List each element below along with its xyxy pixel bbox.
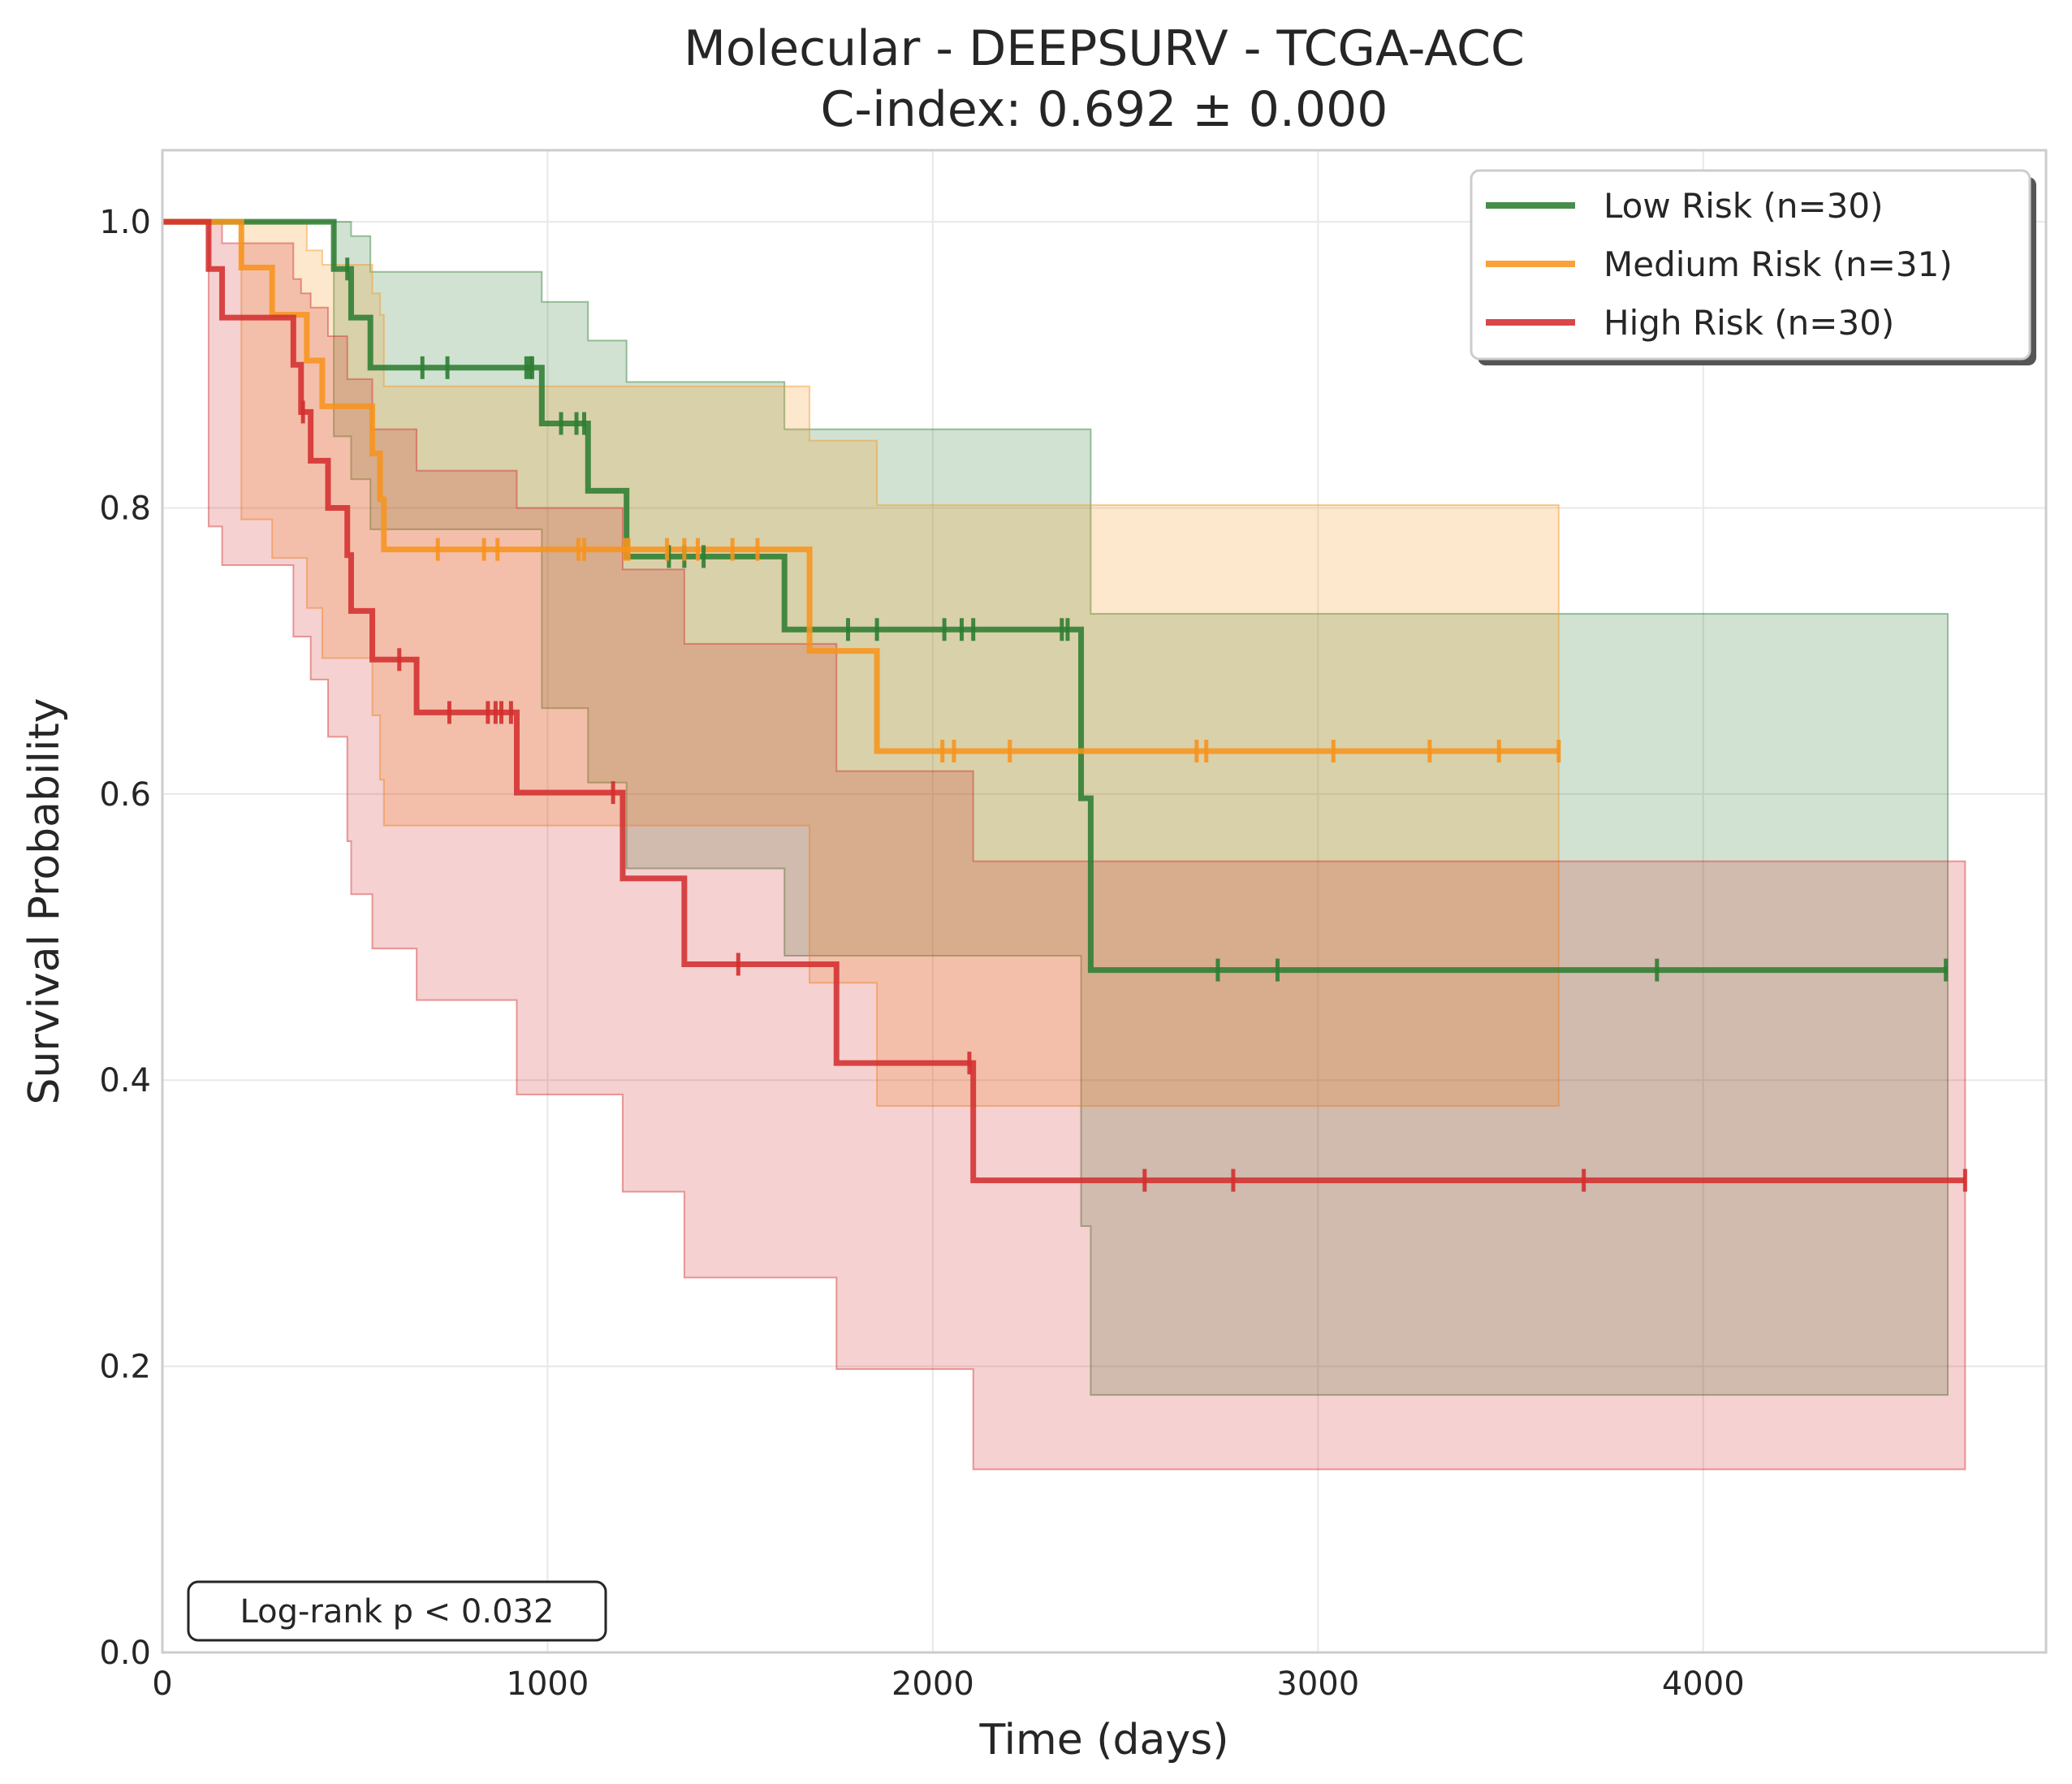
- legend-label-medium-risk: Medium Risk (n=31): [1604, 244, 1953, 284]
- y-tick-label: 1.0: [99, 204, 151, 241]
- y-axis-label: Survival Probability: [20, 698, 69, 1104]
- y-tick-label: 0.8: [99, 490, 151, 527]
- x-tick-label: 1000: [507, 1665, 589, 1703]
- x-axis-label: Time (days): [978, 1716, 1228, 1765]
- y-tick-label: 0.4: [99, 1062, 151, 1099]
- y-tick-label: 0.6: [99, 776, 151, 814]
- survival-curves: [162, 218, 1966, 1184]
- legend-label-low-risk: Low Risk (n=30): [1604, 186, 1884, 226]
- x-tick-labels: 0 1000 2000 3000 4000: [152, 1665, 1744, 1703]
- survival-curve-medium-risk: [162, 218, 1559, 754]
- chart-title: Molecular - DEEPSURV - TCGA-ACC: [684, 20, 1525, 77]
- confidence-bands: [162, 221, 1966, 1471]
- y-tick-labels: 0.0 0.2 0.4 0.6 0.8 1.0: [99, 204, 151, 1672]
- x-tick-label: 4000: [1662, 1665, 1745, 1703]
- x-tick-label: 0: [152, 1665, 172, 1703]
- plot-frame: [161, 149, 2048, 1654]
- chart-subtitle: C-index: 0.692 ± 0.000: [821, 81, 1388, 138]
- survival-curve-low-risk: [162, 218, 1949, 974]
- survival-curve-high-risk: [162, 218, 1966, 1184]
- ci-band-medium-risk: [162, 221, 1560, 1107]
- x-tick-label: 3000: [1276, 1665, 1359, 1703]
- x-tick-label: 2000: [891, 1665, 974, 1703]
- y-tick-label: 0.2: [99, 1349, 151, 1386]
- legend: Low Risk (n=30) Medium Risk (n=31) High …: [1470, 169, 2036, 365]
- legend-box: [1470, 169, 2031, 361]
- legend-label-high-risk: High Risk (n=30): [1604, 303, 1894, 343]
- annotation-text: Log-rank p < 0.032: [240, 1593, 555, 1631]
- ci-band-high-risk: [162, 221, 1966, 1471]
- censor-marks: [300, 257, 1967, 1192]
- annotation-box: [187, 1580, 607, 1642]
- ci-band-low-risk: [162, 221, 1949, 1396]
- y-tick-label: 0.0: [99, 1635, 151, 1672]
- logrank-annotation: Log-rank p < 0.032: [187, 1580, 607, 1642]
